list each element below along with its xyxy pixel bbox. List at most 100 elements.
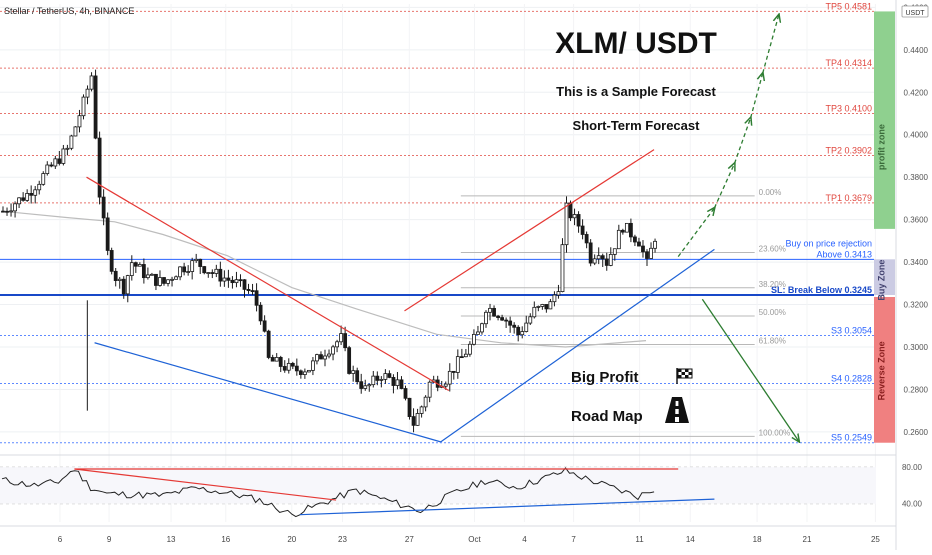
x-tick-label: 16 <box>221 535 230 544</box>
fib-label: 23.60% <box>759 245 786 254</box>
x-tick-label: 11 <box>635 535 644 544</box>
candle-up <box>9 210 13 213</box>
candle-down <box>238 279 243 282</box>
candle-up <box>379 378 384 381</box>
candle-up <box>73 126 78 137</box>
candle-up <box>53 158 58 167</box>
fib-label: 61.80% <box>759 336 786 345</box>
candle-up <box>186 271 191 273</box>
candle-up <box>170 278 174 281</box>
candle-down <box>282 366 287 371</box>
forecast-up-arrow <box>733 118 751 164</box>
buy-zone <box>874 259 895 295</box>
candle-down <box>270 357 275 362</box>
candle-up <box>37 183 42 191</box>
candle-up <box>395 379 400 386</box>
candle-down <box>266 330 271 358</box>
candle-down <box>580 225 585 235</box>
candle-up <box>488 307 492 313</box>
candle-up <box>178 266 183 278</box>
level-label: Above 0.3413 <box>816 249 872 259</box>
zone-label: Buy Zone <box>877 260 887 301</box>
candle-down <box>645 251 649 259</box>
profit-zone <box>874 11 895 229</box>
candle-up <box>423 396 428 408</box>
candle-down <box>218 268 223 282</box>
candle-down <box>407 397 412 417</box>
candle-up <box>383 373 388 380</box>
candle-up <box>81 96 86 117</box>
level-label: TP4 0.4314 <box>825 58 872 68</box>
trendline <box>404 149 655 312</box>
x-tick-label: 20 <box>287 535 296 544</box>
y-tick-label: 0.2600 <box>904 428 929 437</box>
candle-down <box>387 373 392 378</box>
candle-down <box>97 137 102 198</box>
road-icon <box>665 397 689 423</box>
candle-up <box>612 248 617 255</box>
candle-up <box>367 384 372 387</box>
candle-up <box>166 279 170 284</box>
candle-down <box>600 255 605 260</box>
y-tick-label: 0.2800 <box>904 385 929 394</box>
candle-up <box>117 278 122 281</box>
zone-label: Reverse Zone <box>877 341 887 400</box>
candle-up <box>69 135 74 149</box>
trendline <box>86 176 450 392</box>
candle-down <box>375 375 380 381</box>
road-map-label: Road Map <box>571 408 643 425</box>
candle-up <box>427 381 432 398</box>
candle-up <box>463 353 468 358</box>
x-tick-label: 18 <box>753 535 762 544</box>
candle-down <box>258 304 263 322</box>
candle-down <box>141 264 146 279</box>
candle-up <box>455 356 460 373</box>
candle-down <box>242 279 247 290</box>
candle-down <box>620 229 625 233</box>
level-label: TP3 0.4100 <box>825 104 872 114</box>
candle-up <box>536 306 541 308</box>
candle-down <box>182 266 187 273</box>
candle-down <box>57 158 62 164</box>
x-tick-label: 4 <box>522 535 527 544</box>
candle-up <box>45 164 50 174</box>
candle-down <box>49 164 54 167</box>
level-label: TP2 0.3902 <box>825 146 872 156</box>
rsi-trendline <box>299 498 715 516</box>
candle-up <box>528 316 533 324</box>
candle-down <box>109 250 114 272</box>
candle-up <box>150 273 154 276</box>
candle-down <box>290 362 295 367</box>
candle-down <box>113 270 118 281</box>
candle-up <box>596 255 601 260</box>
candle-up <box>77 115 82 128</box>
candle-down <box>516 326 521 336</box>
rsi-line <box>1 467 655 518</box>
candle-up <box>467 343 472 355</box>
candle-up <box>363 385 368 389</box>
candle-down <box>1 210 5 213</box>
candle-down <box>133 262 138 267</box>
candle-up <box>484 311 488 325</box>
main-title: XLM/ USDT <box>555 27 717 60</box>
candle-down <box>459 356 464 359</box>
candle-down <box>496 315 500 318</box>
level-label: S5 0.2549 <box>831 433 872 443</box>
level-label: TP5 0.4581 <box>825 1 872 11</box>
candle-up <box>480 323 484 333</box>
candle-down <box>226 277 231 281</box>
candle-down <box>154 273 158 286</box>
candle-down <box>359 381 364 389</box>
candle-up <box>306 369 311 373</box>
x-tick-label: 14 <box>686 535 695 544</box>
candle-up <box>61 148 66 164</box>
candle-down <box>568 202 573 219</box>
level-label: S3 0.3054 <box>831 326 872 336</box>
candle-down <box>604 258 609 266</box>
candle-up <box>327 353 331 357</box>
candle-up <box>552 294 557 303</box>
candle-down <box>451 370 456 373</box>
candle-down <box>246 288 251 291</box>
